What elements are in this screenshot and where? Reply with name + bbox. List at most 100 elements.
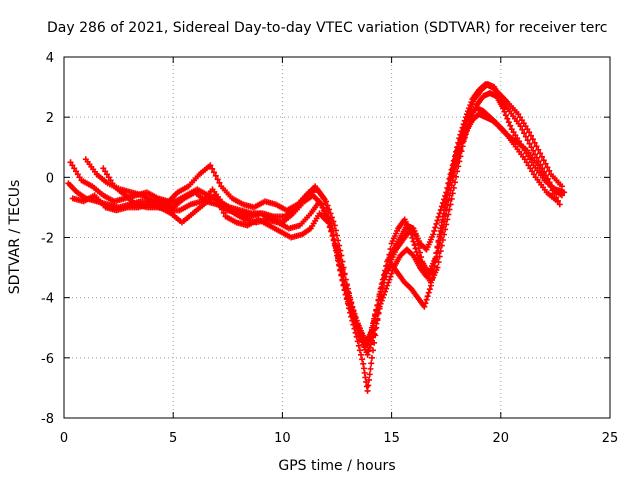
data-point [449,177,456,184]
data-point-trail [547,183,554,190]
data-point-trail [322,200,329,207]
data-point-trail [346,298,353,305]
data-point-trail [329,232,336,239]
y-tick-label: -8 [41,412,54,427]
data-point [561,189,568,196]
data-point-trail [512,132,519,139]
data-point-trail [462,118,469,125]
data-point-trail [103,171,110,178]
data-point-trail [389,267,396,274]
data-point-trail [220,209,227,216]
data-point-trail [323,213,330,220]
data-point-trail [367,365,374,372]
data-point-trail [335,254,342,261]
data-point-trail [69,162,76,169]
data-point-trail [349,310,356,317]
series-1 [65,90,568,394]
data-point [338,252,345,259]
data-point-trail [343,290,350,297]
data-point-trail [374,315,381,322]
x-tick-label: 10 [274,431,291,446]
data-point [344,294,351,301]
data-point-trail [431,263,438,270]
data-point [515,111,522,118]
data-point [371,330,378,337]
data-point-trail [330,236,337,243]
data-point-trail [386,276,393,283]
data-point-trail [549,187,556,194]
data-point-trail [432,224,439,231]
y-tick-label: -2 [41,232,54,247]
data-point-trail [350,314,357,321]
data-point-trail [439,223,446,230]
data-point-trail [447,187,454,194]
data-point-trail [529,168,536,175]
data-point-trail [422,300,429,307]
data-point-trail [319,204,326,211]
data-point-trail [433,220,440,227]
data-point-trail [530,171,537,178]
data-point-trail [340,276,347,283]
data-point-trail [352,321,359,328]
data-point-trail [505,119,512,126]
data-point-trail [501,108,508,115]
data-point-trail [426,286,433,293]
data-point-trail [535,146,542,153]
data-point-trail [418,254,425,261]
data-point-trail [429,268,436,275]
data-point-trail [451,168,458,175]
data-point-trail [519,126,526,133]
data-point-trail [328,228,335,235]
plot-frame [63,56,611,419]
data-point-trail [383,270,390,277]
data-point [364,351,371,358]
y-tick-label: 4 [46,51,54,66]
data-point-trail [384,267,391,274]
data-point-trail [441,218,448,225]
data-point-trail [434,217,441,224]
data-point-trail [355,330,362,337]
data-point [443,207,450,214]
data-point-trail [463,114,470,121]
data-point-trail [459,139,466,146]
data-point-trail [388,270,395,277]
data-point-trail [214,176,221,183]
data-point-trail [536,165,543,172]
data-point [521,156,528,163]
data-point-trail [522,133,529,140]
data-point-trail [546,167,553,174]
data-point-trail [409,251,416,258]
data-point-trail [526,140,533,147]
x-axis-label: GPS time / hours [278,458,395,474]
data-point-trail [71,165,78,172]
data-point-trail [410,238,417,245]
data-point-trail [212,172,219,179]
data-point [499,105,506,112]
data-point-trail [445,211,452,218]
data-point-trail [449,190,456,197]
data-point [537,150,544,157]
axis-ticks: 0 5 10 15 20 25 -8 -6 -4 -2 0 2 4 [41,51,618,446]
data-point-trail [520,120,527,127]
data-point-trail [102,168,109,175]
data-point-trail [416,249,423,256]
data-point-trail [454,159,461,166]
data-point [379,279,386,286]
data-point-trail [437,235,444,242]
data-point [517,123,524,130]
data-point-trail [334,249,340,256]
data-point-trail [385,279,392,286]
data-point-trail [347,302,354,309]
data-point-trail [341,281,348,288]
data-point-trail [510,129,517,136]
data-point-trail [443,221,450,228]
data-point [320,195,327,202]
data-point-trail [523,159,530,166]
data-point-trail [527,165,534,172]
data-point-trail [216,179,223,186]
data-point-trail [378,297,385,304]
data-point [368,354,375,361]
data-point [508,126,515,133]
data-point [316,198,323,205]
data-point [447,201,454,208]
